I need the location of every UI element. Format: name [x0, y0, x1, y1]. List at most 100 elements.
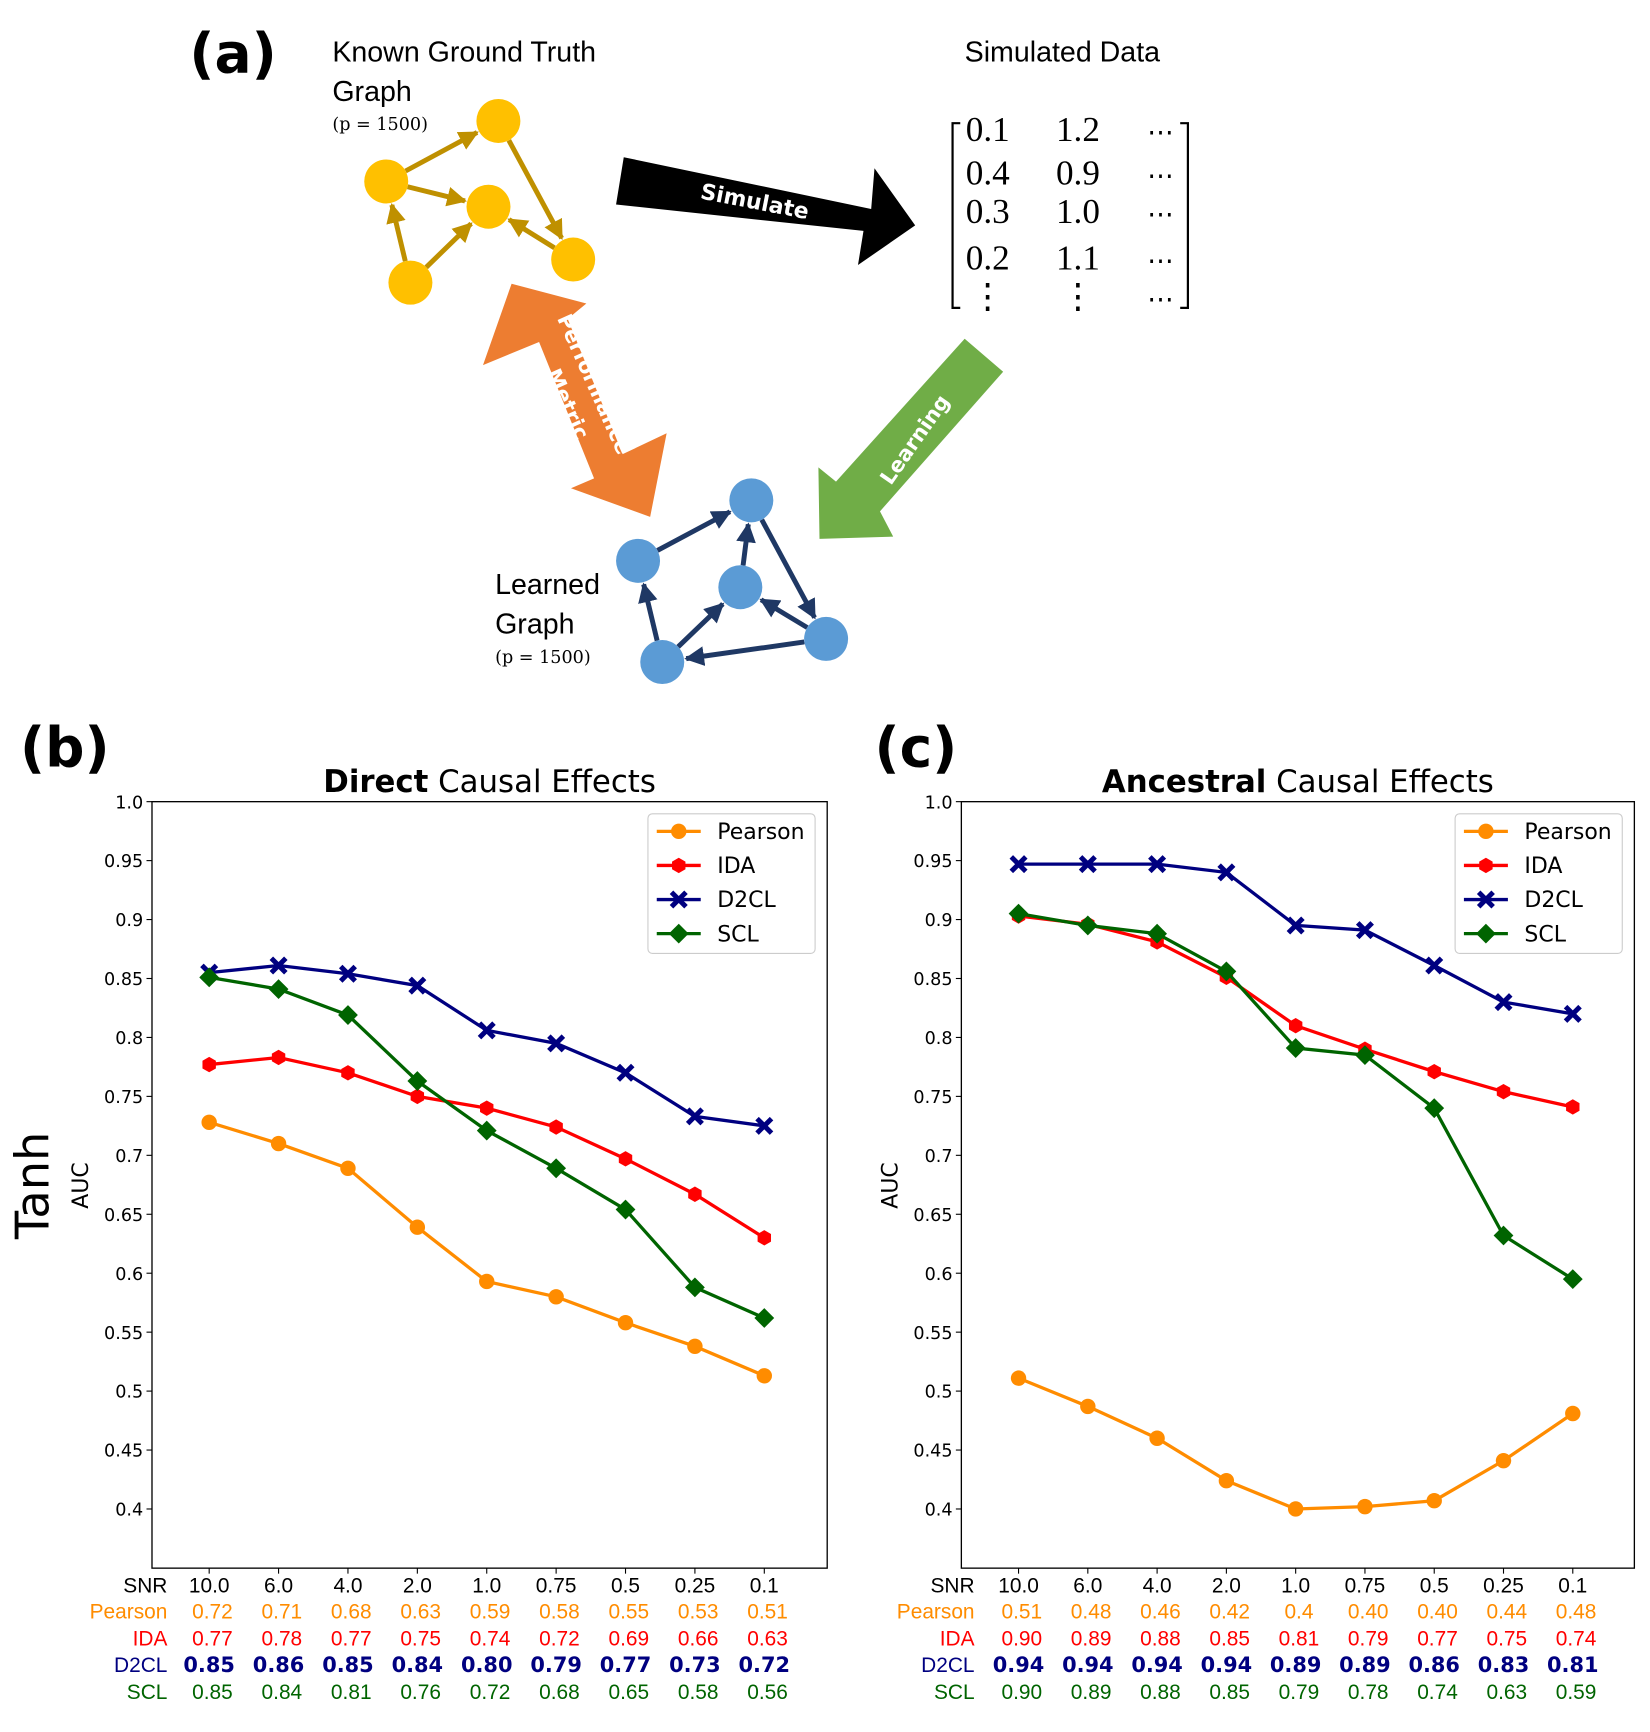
data-matrix: 0.1 1.2 ⋯ 0.4 0.9 ⋯ 0.3 1.0 ⋯ 0.2 1.1 ⋯ ⋮ ⋮ ⋯	[951, 110, 1189, 316]
x-tick-label: 0.25	[1483, 1574, 1524, 1597]
table-cell: 0.89	[1071, 1627, 1112, 1650]
data-point-circle	[1010, 1370, 1027, 1386]
table-row-label: Pearson	[897, 1601, 975, 1624]
table-cell: 0.46	[1140, 1601, 1181, 1624]
graph-node	[804, 616, 849, 661]
x-tick-label: 6.0	[264, 1574, 293, 1597]
table-cell: 0.85	[192, 1681, 233, 1704]
panel-c-chart: (c) Ancestral Causal Effects AUC 1.0 0.95 0.9…	[874, 715, 1636, 1704]
data-point-diamond	[407, 1071, 428, 1091]
data-point-circle	[671, 823, 687, 840]
table-cell: 0.90	[1002, 1681, 1043, 1704]
legend-label: D2CL	[1524, 888, 1583, 913]
table-cell: 0.42	[1209, 1601, 1250, 1624]
panel-a-label: (a)	[189, 22, 276, 86]
data-point-hexagon	[271, 1049, 286, 1066]
series-pearson	[201, 1114, 772, 1384]
table-cell: 0.88	[1140, 1681, 1181, 1704]
data-point-circle	[1478, 823, 1494, 840]
y-tick-label: 0.9	[925, 911, 953, 931]
matrix-cell: 0.9	[1056, 154, 1100, 193]
table-cell: 0.88	[1140, 1627, 1181, 1650]
table-cell: 0.89	[1270, 1653, 1322, 1677]
graph-node	[551, 237, 596, 282]
graph-edge-arrow	[736, 522, 756, 566]
matrix-cell: 1.1	[1056, 238, 1100, 277]
series-line	[1017, 1376, 1574, 1511]
ground-truth-nodes	[364, 98, 596, 305]
series-line	[1018, 912, 1574, 1281]
series-scl	[199, 967, 775, 1328]
data-point-hexagon	[1479, 857, 1493, 874]
data-point-diamond	[199, 967, 220, 988]
data-point-x	[547, 1034, 566, 1053]
learned-edges	[638, 509, 817, 666]
data-point-circle	[1287, 1501, 1304, 1517]
x-axis-label: SNR	[123, 1574, 167, 1597]
table-cell: 0.48	[1071, 1601, 1112, 1624]
table-cell: 0.79	[1279, 1681, 1320, 1704]
graph-node	[616, 538, 661, 583]
data-point-hexagon	[410, 1088, 425, 1105]
table-cell: 0.51	[747, 1601, 788, 1624]
table-cell: 0.94	[1201, 1653, 1253, 1677]
x-axis-label: SNR	[930, 1574, 974, 1597]
matrix-cell: ⋯	[1147, 245, 1173, 275]
table-cell: 0.72	[470, 1681, 511, 1704]
panel-label: (c)	[874, 715, 957, 779]
data-point-diamond	[546, 1158, 567, 1179]
data-point-circle	[548, 1289, 564, 1305]
data-point-circle	[756, 1368, 772, 1384]
y-tick-label: 0.45	[104, 1442, 143, 1462]
matrix-cell: 0.4	[966, 154, 1010, 193]
learning-arrow	[818, 338, 1004, 539]
data-point-x	[1425, 956, 1444, 975]
table-cell: 0.77	[192, 1627, 233, 1650]
data-point-circle	[409, 1219, 426, 1235]
data-point-x	[1476, 890, 1495, 909]
data-point-diamond	[1285, 1038, 1306, 1058]
y-tick-label: 0.7	[925, 1147, 953, 1167]
performance-metric-arrow	[482, 283, 667, 517]
chart-title: Direct Causal Effects	[323, 764, 656, 800]
x-tick-label: 0.25	[675, 1574, 716, 1597]
panel-label: (b)	[20, 715, 110, 779]
graph-node	[388, 260, 433, 305]
learned-nodes	[616, 478, 849, 685]
series-scl	[1008, 903, 1583, 1290]
series-d2cl	[1009, 855, 1582, 1023]
learned-p: (p = 1500)	[495, 648, 591, 668]
data-point-diamond	[338, 1005, 358, 1025]
table-cell: 0.85	[1209, 1681, 1250, 1704]
data-point-x	[1494, 993, 1513, 1012]
table-cell: 0.79	[1348, 1627, 1389, 1650]
series-line	[208, 1120, 765, 1378]
data-point-hexagon	[618, 1151, 633, 1167]
x-tick-label: 0.75	[1345, 1574, 1386, 1597]
matrix-cell: 1.2	[1056, 110, 1100, 149]
table-cell: 0.73	[669, 1653, 721, 1677]
graph-edge-arrow	[507, 217, 556, 250]
data-point-circle	[1080, 1398, 1096, 1415]
graph-node	[640, 640, 685, 685]
series-pearson	[1010, 1370, 1581, 1517]
table-cell: 0.85	[183, 1653, 235, 1677]
x-tick-label: 0.5	[611, 1574, 640, 1597]
y-tick-label: 0.6	[925, 1265, 953, 1285]
y-tick-label: 0.6	[115, 1265, 143, 1285]
data-point-x	[269, 956, 288, 975]
graph-edge-arrow	[386, 203, 408, 262]
y-tick-label: 0.9	[115, 911, 143, 931]
table-cell: 0.90	[1002, 1627, 1043, 1650]
graph-edge-arrow	[406, 184, 467, 207]
table-row-label: IDA	[133, 1627, 168, 1650]
table-cell: 0.85	[1209, 1627, 1250, 1650]
simulate-arrow	[616, 157, 916, 266]
table-cell: 0.58	[678, 1681, 719, 1704]
y-tick-label: 0.5	[925, 1383, 953, 1403]
table-cell: 0.40	[1348, 1601, 1389, 1624]
table-cell: 0.74	[1556, 1627, 1597, 1650]
data-point-x	[1286, 916, 1305, 935]
table-cell: 0.75	[400, 1627, 441, 1650]
legend-label: SCL	[717, 922, 759, 947]
